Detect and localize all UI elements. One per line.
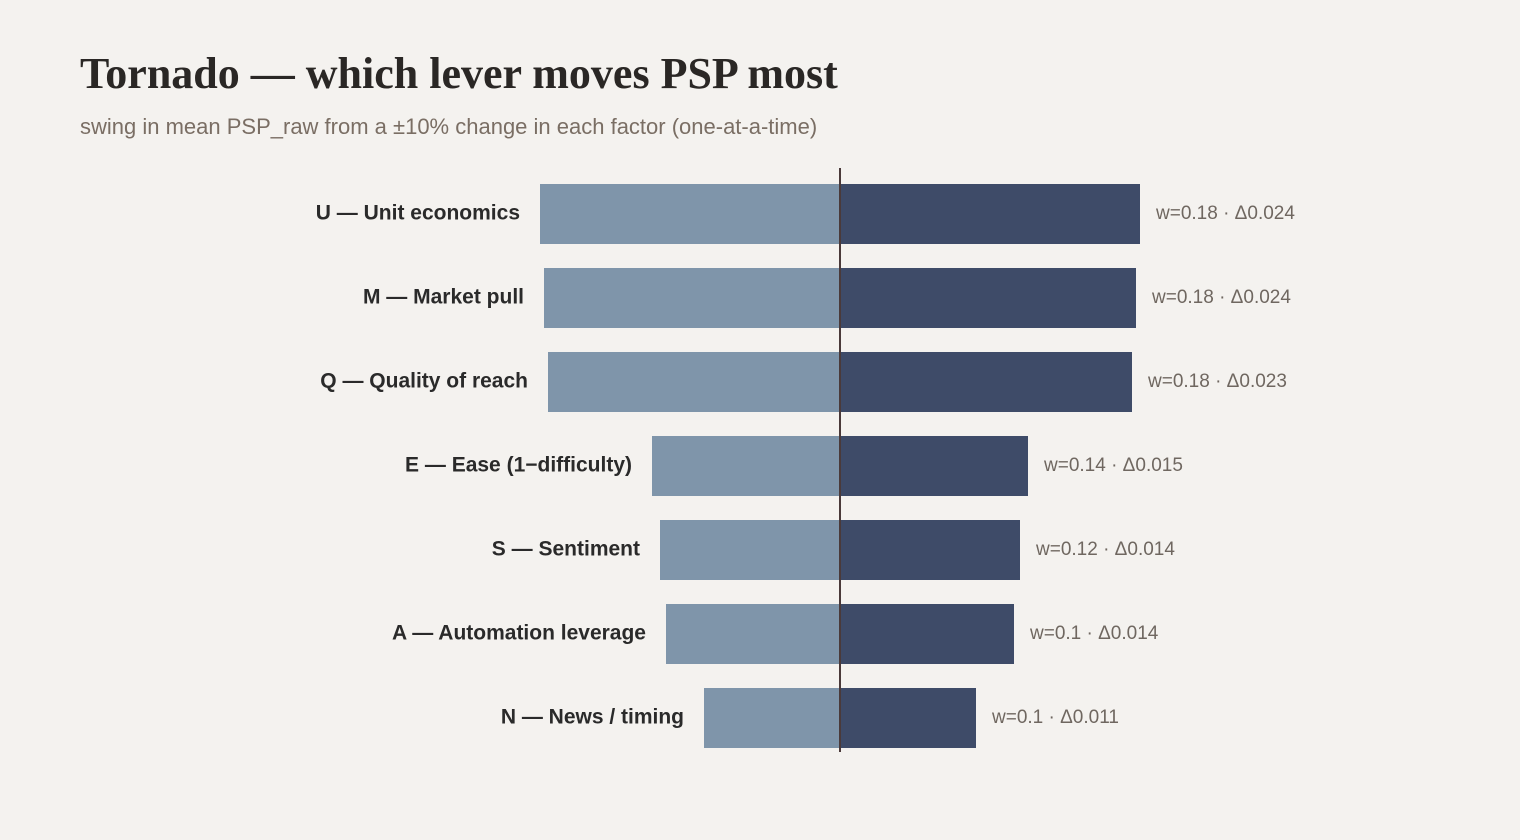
low-bar	[540, 184, 840, 244]
chart-subtitle: swing in mean PSP_raw from a ±10% change…	[80, 114, 817, 139]
high-bar	[840, 604, 1014, 664]
high-bar	[840, 184, 1140, 244]
bar-label: w=0.18 · Δ0.024	[1155, 203, 1295, 224]
high-bar	[840, 436, 1028, 496]
high-bar	[840, 520, 1020, 580]
high-bar	[840, 688, 976, 748]
bar-label: w=0.14 · Δ0.015	[1043, 455, 1183, 476]
category-label: Q — Quality of reach	[320, 370, 528, 393]
category-label: M — Market pull	[363, 286, 524, 309]
low-bar	[652, 436, 840, 496]
category-label: U — Unit economics	[316, 202, 520, 225]
low-bar	[704, 688, 840, 748]
bar-label: w=0.12 · Δ0.014	[1035, 539, 1175, 560]
bar-label: w=0.1 · Δ0.011	[991, 707, 1119, 728]
bar-label: w=0.18 · Δ0.024	[1151, 287, 1291, 308]
low-bar	[660, 520, 840, 580]
category-label: E — Ease (1−difficulty)	[405, 454, 632, 477]
bar-label: w=0.1 · Δ0.014	[1029, 623, 1159, 644]
category-label: N — News / timing	[501, 706, 684, 729]
high-bar	[840, 268, 1136, 328]
chart-title: Tornado — which lever moves PSP most	[80, 49, 838, 98]
low-bar	[548, 352, 840, 412]
bar-label: w=0.18 · Δ0.023	[1147, 371, 1287, 392]
low-bar	[666, 604, 840, 664]
category-label: S — Sentiment	[492, 538, 640, 561]
high-bar	[840, 352, 1132, 412]
low-bar	[544, 268, 840, 328]
category-label: A — Automation leverage	[392, 622, 646, 645]
